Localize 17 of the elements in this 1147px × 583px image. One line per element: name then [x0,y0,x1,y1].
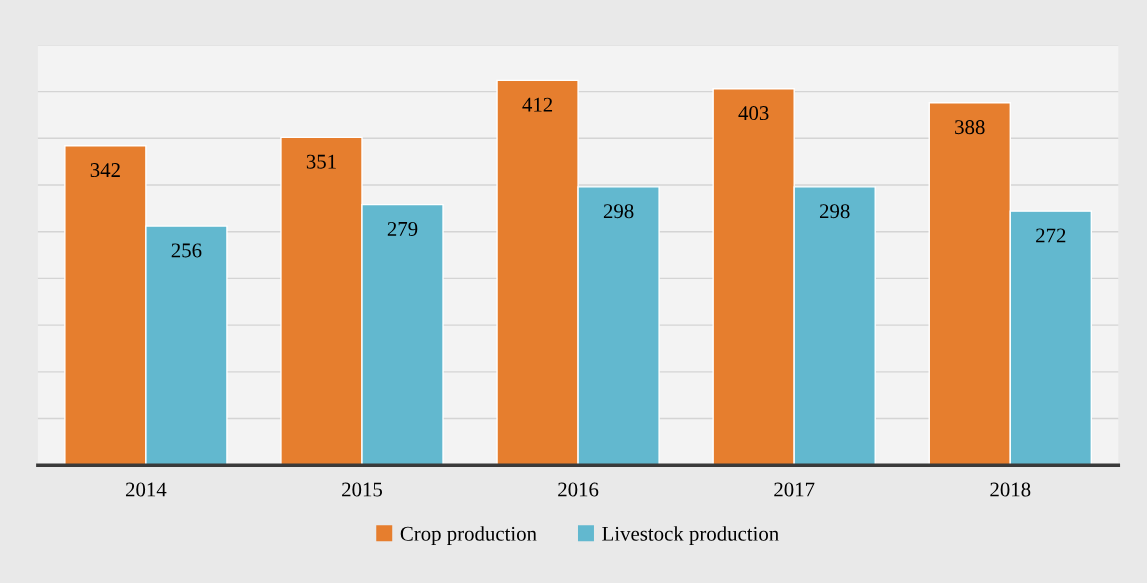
data-label: 272 [1036,228,1066,243]
x-tick-label: 2018 [990,482,1031,497]
x-tick-label: 2017 [774,482,815,497]
data-label: 279 [387,221,418,236]
x-tick-label: 2015 [342,482,383,497]
data-label: 298 [819,204,850,219]
data-label: 403 [738,106,769,121]
legend-label: Crop production [400,526,537,546]
x-tick-label: 2016 [558,482,599,497]
data-label: 351 [306,154,336,169]
data-label: 412 [522,97,553,112]
data-label: 342 [90,163,120,178]
data-label: 256 [171,243,202,258]
data-label: 298 [603,204,634,219]
x-tick-label: 2014 [125,482,167,497]
data-label: 388 [955,120,985,135]
legend-label: Livestock production [602,526,779,546]
